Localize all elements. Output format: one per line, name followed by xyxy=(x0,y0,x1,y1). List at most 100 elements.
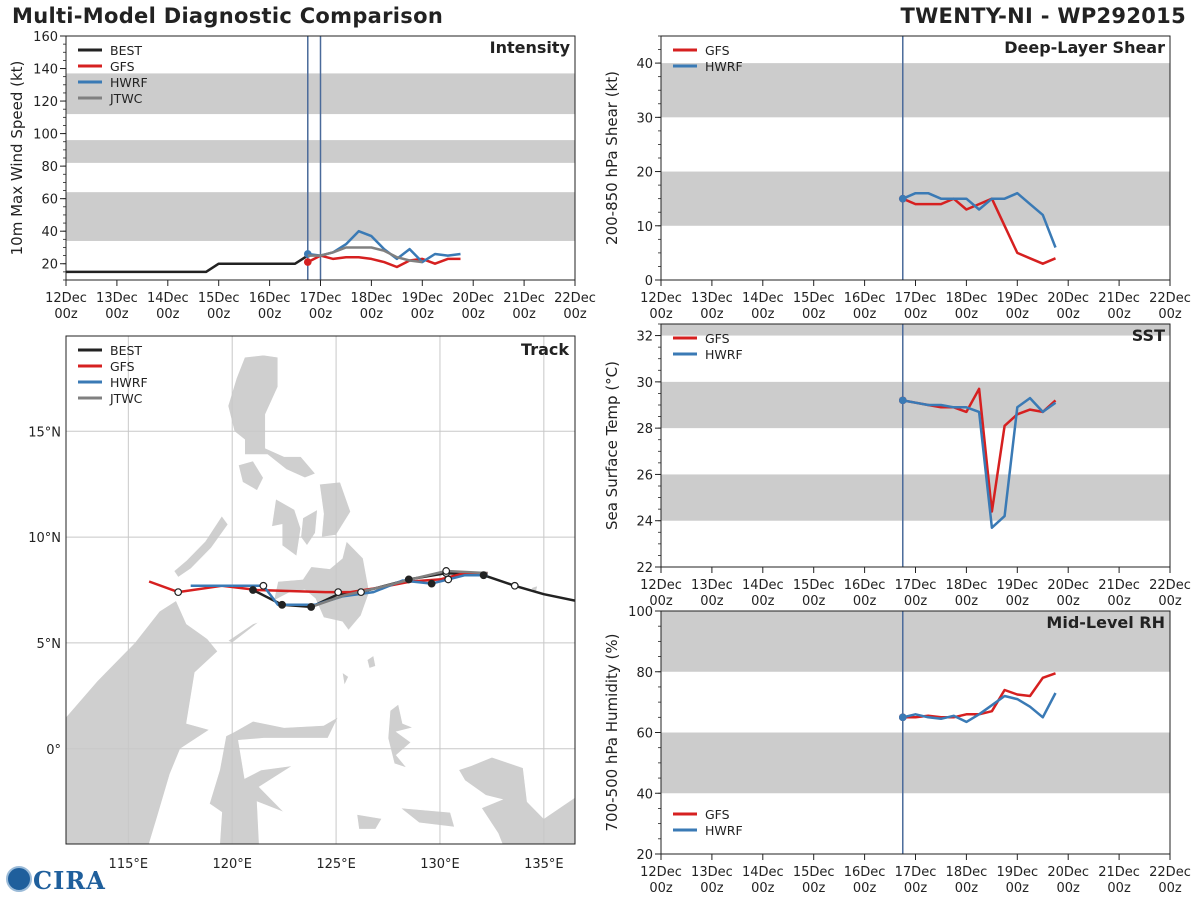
land-mass xyxy=(458,756,575,844)
track-position-marker-jtwc xyxy=(442,567,451,575)
track-legend-label-hwrf: HWRF xyxy=(110,375,148,390)
intensity-y-tick-label: 80 xyxy=(41,160,58,175)
track-position-marker-gfs xyxy=(174,588,183,597)
rh-x-tick-label: 13Dec xyxy=(691,865,733,880)
globe-icon xyxy=(6,866,32,892)
rh-x-tick-sublabel: 00z xyxy=(1057,881,1081,896)
sst-x-tick-sublabel: 00z xyxy=(1107,594,1131,609)
shear-panel: 01020304012Dec00z13Dec00z14Dec00z15Dec00… xyxy=(603,35,1191,322)
intensity-x-tick-sublabel: 00z xyxy=(360,307,384,322)
rh-y-tick-label: 100 xyxy=(628,605,653,620)
rh-panel: 2040608010012Dec00z13Dec00z14Dec00z15Dec… xyxy=(603,605,1191,896)
intensity-x-tick-sublabel: 00z xyxy=(512,307,536,322)
shear-panel-title: Deep-Layer Shear xyxy=(1004,38,1165,57)
page-title: Multi-Model Diagnostic Comparison xyxy=(12,4,444,28)
sst-threshold-band xyxy=(661,474,1170,521)
shear-series-gfs xyxy=(902,197,1056,265)
rh-x-tick-sublabel: 00z xyxy=(1158,881,1182,896)
shear-x-tick-label: 12Dec xyxy=(640,291,682,306)
sst-x-tick-sublabel: 00z xyxy=(904,594,928,609)
intensity-x-tick-sublabel: 00z xyxy=(156,307,180,322)
land-mass xyxy=(356,814,383,830)
shear-x-tick-label: 18Dec xyxy=(946,291,988,306)
sst-x-tick-label: 20Dec xyxy=(1047,578,1089,593)
sst-x-tick-label: 17Dec xyxy=(895,578,937,593)
rh-y-tick-label: 20 xyxy=(636,848,653,863)
rh-x-tick-sublabel: 00z xyxy=(853,881,877,896)
track-map-area xyxy=(66,336,575,844)
shear-x-tick-label: 15Dec xyxy=(793,291,835,306)
intensity-x-tick-sublabel: 00z xyxy=(563,307,587,322)
sst-y-tick-label: 24 xyxy=(636,515,653,530)
intensity-x-tick-label: 16Dec xyxy=(249,291,291,306)
shear-x-tick-sublabel: 00z xyxy=(700,307,724,322)
track-y-tick-label: 15°N xyxy=(28,425,61,440)
shear-y-axis-label: 200-850 hPa Shear (kt) xyxy=(603,71,621,245)
track-x-tick-label: 135°E xyxy=(524,857,564,872)
land-mass xyxy=(271,498,302,557)
rh-x-tick-label: 18Dec xyxy=(946,865,988,880)
sst-x-tick-sublabel: 00z xyxy=(1057,594,1081,609)
track-x-tick-label: 125°E xyxy=(316,857,356,872)
sst-x-tick-sublabel: 00z xyxy=(700,594,724,609)
track-position-marker-best xyxy=(404,575,413,584)
sst-x-tick-label: 22Dec xyxy=(1149,578,1191,593)
shear-x-tick-sublabel: 00z xyxy=(1158,307,1182,322)
rh-x-tick-label: 16Dec xyxy=(844,865,886,880)
sst-panel-title: SST xyxy=(1132,326,1165,345)
rh-x-tick-label: 19Dec xyxy=(996,865,1038,880)
rh-legend-label-gfs: GFS xyxy=(705,807,730,822)
track-position-marker-hwrf xyxy=(259,581,268,590)
track-legend-label-best: BEST xyxy=(110,343,142,358)
track-position-marker-hwrf xyxy=(444,575,453,584)
shear-start-marker-hwrf xyxy=(898,194,907,203)
sst-x-tick-sublabel: 00z xyxy=(853,594,877,609)
track-axes-frame xyxy=(65,335,576,845)
intensity-y-tick-label: 20 xyxy=(41,258,58,273)
sst-x-tick-label: 13Dec xyxy=(691,578,733,593)
track-position-marker-best xyxy=(249,586,257,594)
rh-x-tick-label: 20Dec xyxy=(1047,865,1089,880)
sst-x-tick-label: 19Dec xyxy=(996,578,1038,593)
land-mass xyxy=(227,354,316,479)
rh-panel-title: Mid-Level RH xyxy=(1046,613,1165,632)
shear-x-tick-label: 17Dec xyxy=(895,291,937,306)
sst-x-tick-label: 18Dec xyxy=(946,578,988,593)
intensity-y-tick-label: 100 xyxy=(33,128,58,143)
rh-x-tick-sublabel: 00z xyxy=(904,881,928,896)
intensity-x-tick-label: 19Dec xyxy=(401,291,443,306)
shear-x-tick-sublabel: 00z xyxy=(751,307,775,322)
land-mass xyxy=(227,621,260,644)
rh-x-tick-sublabel: 00z xyxy=(955,881,979,896)
intensity-y-tick-label: 60 xyxy=(41,193,58,208)
rh-x-tick-label: 17Dec xyxy=(895,865,937,880)
track-position-marker-best xyxy=(357,588,365,597)
shear-legend-label-gfs: GFS xyxy=(705,43,730,58)
land-mass xyxy=(341,671,349,687)
shear-x-tick-sublabel: 00z xyxy=(1107,307,1131,322)
track-position-marker-best xyxy=(510,581,519,590)
sst-y-tick-label: 26 xyxy=(636,468,653,483)
sst-y-tick-label: 30 xyxy=(636,376,653,391)
intensity-start-marker-gfs xyxy=(303,258,312,266)
rh-x-tick-sublabel: 00z xyxy=(751,881,775,896)
shear-x-tick-sublabel: 00z xyxy=(649,307,673,322)
land-mass xyxy=(319,481,351,538)
intensity-x-tick-label: 12Dec xyxy=(45,291,87,306)
intensity-y-tick-label: 40 xyxy=(41,225,58,240)
intensity-x-tick-sublabel: 00z xyxy=(207,307,231,322)
sst-panel: 22242628303212Dec00z13Dec00z14Dec00z15De… xyxy=(603,323,1191,609)
shear-x-tick-sublabel: 00z xyxy=(1057,307,1081,322)
shear-y-tick-label: 0 xyxy=(645,274,653,289)
sst-x-tick-label: 14Dec xyxy=(742,578,784,593)
rh-x-tick-sublabel: 00z xyxy=(1107,881,1131,896)
shear-threshold-band xyxy=(661,63,1170,118)
shear-y-tick-label: 30 xyxy=(636,111,653,126)
shear-x-tick-sublabel: 00z xyxy=(955,307,979,322)
rh-start-marker-hwrf xyxy=(898,713,907,722)
land-mass xyxy=(209,716,339,844)
intensity-x-tick-label: 18Dec xyxy=(351,291,393,306)
shear-legend-label-hwrf: HWRF xyxy=(705,59,743,74)
sst-series-hwrf xyxy=(902,396,1057,529)
track-position-marker-best xyxy=(479,571,488,580)
